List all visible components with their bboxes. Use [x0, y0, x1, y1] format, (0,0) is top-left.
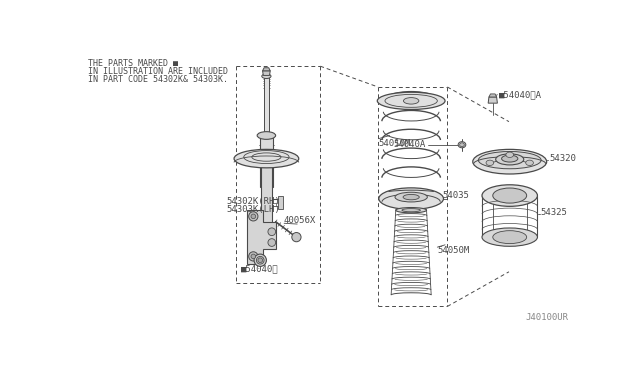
Text: 54303K(LH): 54303K(LH)	[227, 205, 280, 214]
Polygon shape	[278, 196, 283, 209]
Ellipse shape	[258, 258, 262, 263]
Ellipse shape	[249, 252, 258, 261]
Text: 54010M: 54010M	[379, 139, 411, 148]
Polygon shape	[260, 135, 273, 187]
Ellipse shape	[486, 160, 493, 166]
Ellipse shape	[495, 154, 524, 165]
Ellipse shape	[402, 209, 420, 212]
Text: 54050M: 54050M	[437, 246, 470, 256]
Ellipse shape	[473, 150, 547, 174]
Ellipse shape	[506, 152, 513, 157]
Ellipse shape	[396, 208, 426, 213]
Ellipse shape	[268, 239, 276, 246]
Text: 54320: 54320	[549, 154, 576, 163]
Ellipse shape	[493, 231, 527, 244]
Text: 40056X: 40056X	[284, 216, 316, 225]
Ellipse shape	[460, 143, 464, 147]
Ellipse shape	[378, 92, 445, 109]
Ellipse shape	[268, 228, 276, 235]
Polygon shape	[262, 68, 270, 71]
Ellipse shape	[395, 192, 428, 202]
Text: ■54040ֿ: ■54040ֿ	[241, 264, 278, 273]
Polygon shape	[264, 76, 269, 137]
Text: ■54040ֿA: ■54040ֿA	[499, 90, 542, 99]
Polygon shape	[489, 94, 497, 97]
Polygon shape	[488, 97, 497, 103]
Text: 54035: 54035	[442, 191, 469, 200]
Ellipse shape	[251, 214, 255, 219]
Ellipse shape	[379, 188, 444, 209]
Ellipse shape	[482, 228, 538, 246]
Text: IN PART CODE 54302K& 54303K.: IN PART CODE 54302K& 54303K.	[88, 76, 228, 84]
Polygon shape	[261, 164, 272, 245]
Text: J40100UR: J40100UR	[525, 313, 568, 322]
Ellipse shape	[403, 195, 419, 200]
Ellipse shape	[525, 160, 533, 166]
Ellipse shape	[482, 185, 538, 206]
Ellipse shape	[234, 150, 299, 168]
Ellipse shape	[403, 97, 419, 104]
Ellipse shape	[493, 188, 527, 203]
Text: THE PARTS MARKED ■: THE PARTS MARKED ■	[88, 58, 178, 67]
Ellipse shape	[249, 212, 258, 221]
Text: 54040A: 54040A	[394, 140, 426, 149]
Ellipse shape	[502, 155, 518, 162]
Ellipse shape	[458, 142, 466, 148]
Text: IN ILLUSTRATION ARE INCLUDED: IN ILLUSTRATION ARE INCLUDED	[88, 67, 228, 76]
Ellipse shape	[257, 132, 276, 140]
Ellipse shape	[292, 232, 301, 242]
Polygon shape	[262, 71, 270, 76]
Ellipse shape	[262, 74, 271, 78]
Text: 54302K(RH): 54302K(RH)	[227, 197, 280, 206]
Ellipse shape	[478, 151, 541, 169]
Text: 54325: 54325	[541, 208, 568, 217]
Ellipse shape	[251, 254, 255, 259]
Ellipse shape	[257, 256, 264, 264]
Ellipse shape	[254, 254, 266, 266]
Polygon shape	[247, 210, 276, 264]
